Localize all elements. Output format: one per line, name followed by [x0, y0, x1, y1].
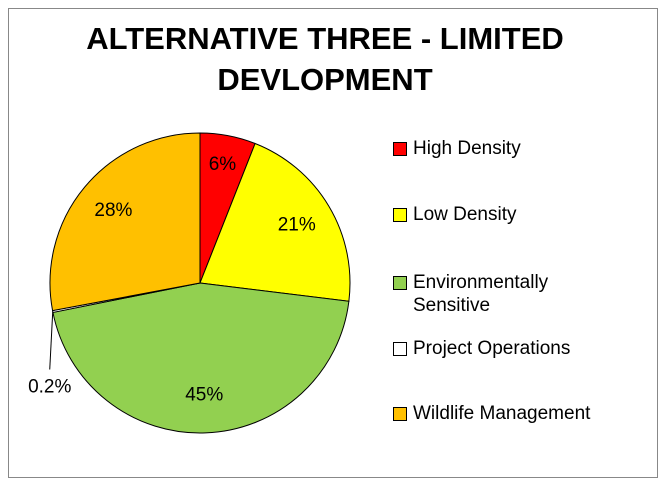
data-label: 6%	[209, 154, 237, 175]
legend-entry: High Density	[393, 137, 671, 160]
legend-entry: Environmentally Sensitive	[393, 271, 671, 317]
legend-swatch	[393, 208, 407, 222]
data-label: 0.2%	[28, 377, 71, 398]
legend-swatch	[393, 142, 407, 156]
legend-swatch	[393, 342, 407, 356]
legend-entry: Project Operations	[393, 337, 671, 360]
pie-slice	[49, 132, 201, 312]
legend-swatch	[393, 407, 407, 421]
data-label: 28%	[94, 200, 132, 221]
data-label: 45%	[185, 384, 223, 405]
leader-line	[49, 311, 54, 370]
legend-label: Environmentally Sensitive	[413, 272, 549, 316]
legend-label: Low Density	[413, 204, 517, 225]
legend-swatch	[393, 276, 407, 290]
chart-border	[8, 8, 658, 478]
data-label: 21%	[278, 215, 316, 236]
pie-slice	[52, 282, 350, 434]
pie-slice	[199, 142, 351, 302]
legend-entry: Low Density	[393, 203, 671, 226]
chart-title: ALTERNATIVE THREE - LIMITED DEVLOPMENT	[86, 21, 564, 97]
legend-entry: Wildlife Management	[393, 402, 671, 425]
legend-label: High Density	[413, 138, 521, 159]
legend-label: Wildlife Management	[413, 403, 591, 424]
legend-label: Project Operations	[413, 338, 571, 359]
